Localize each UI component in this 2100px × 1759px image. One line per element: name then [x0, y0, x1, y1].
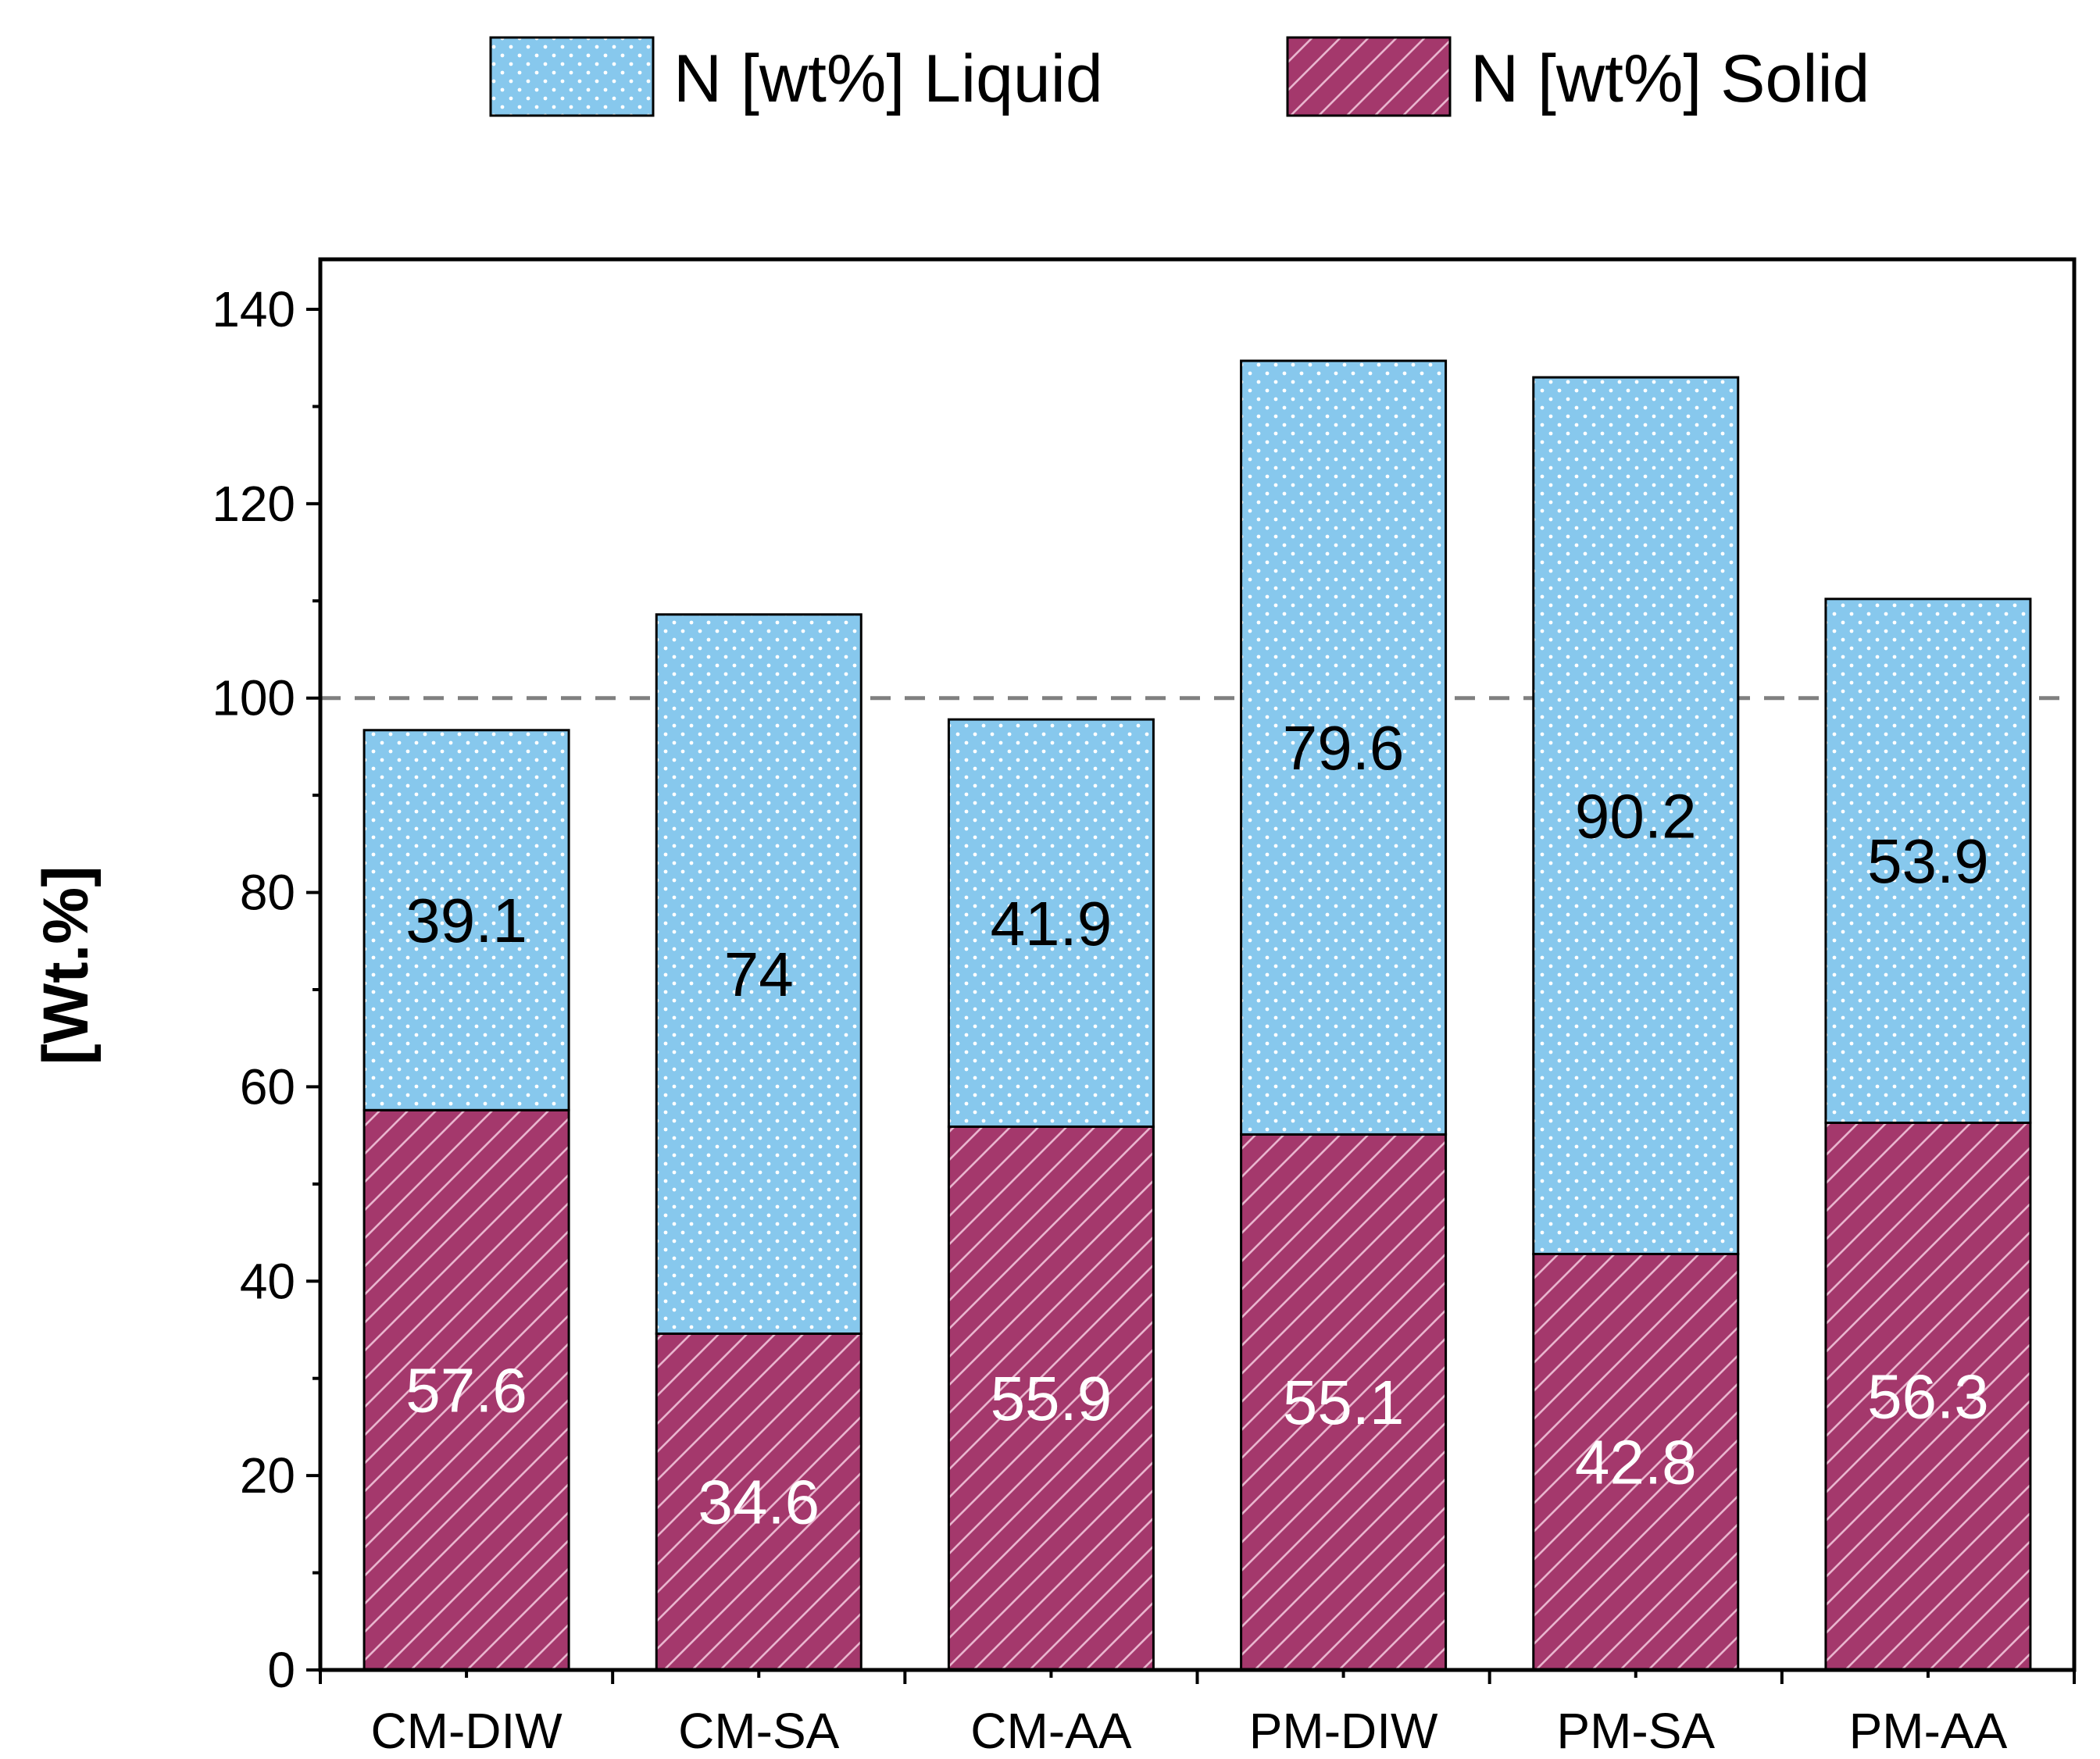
legend-swatch-liquid: [489, 36, 655, 117]
data-label-liquid-cm-sa: 74: [724, 940, 794, 1009]
data-label-liquid-cm-aa: 41.9: [991, 889, 1112, 958]
bar-liquid-cm-diw: [362, 729, 570, 1111]
data-label-solid-cm-sa: 34.6: [698, 1468, 820, 1537]
bars-layer: [362, 359, 2032, 1672]
y-tick-label: 100: [212, 670, 295, 726]
data-label-liquid-cm-diw: 39.1: [405, 886, 527, 955]
y-tick-label: 40: [240, 1253, 295, 1309]
bar-labels-layer: 57.6 39.1 34.6 74 55.9 41.9 55.1 79.6 42.8 90.2 56…: [405, 713, 1989, 1537]
legend-label-liquid: N [wt%] Liquid: [673, 41, 1103, 116]
bar-solid-cm-aa: [947, 1125, 1155, 1672]
y-tick-label: 20: [240, 1447, 295, 1504]
legend: N [wt%] Liquid N [wt%] Solid: [489, 36, 1870, 117]
y-axis-title: [Wt.%]: [30, 865, 102, 1065]
bar-solid-pm-aa: [1824, 1121, 2032, 1672]
x-tick-label: CM-SA: [678, 1703, 840, 1759]
x-tick-label: PM-AA: [1849, 1703, 2008, 1759]
axes-layer: CM-DIW CM-SA CM-AA PM-DIW PM-SA PM-AA 0 20 40 60 8…: [212, 257, 2077, 1759]
bar-liquid-pm-diw: [1240, 359, 1448, 1136]
bar-liquid-cm-aa: [947, 718, 1155, 1128]
y-tick-label: 120: [212, 476, 295, 532]
legend-swatch-solid: [1286, 36, 1452, 117]
x-tick-label: PM-DIW: [1249, 1703, 1438, 1759]
bar-liquid-pm-aa: [1824, 598, 2032, 1124]
x-tick-label: PM-SA: [1556, 1703, 1715, 1759]
plot-frame: [318, 257, 2077, 1672]
x-tick-label: CM-DIW: [370, 1703, 562, 1759]
y-tick-label: 80: [240, 865, 295, 921]
y-tick-label: 140: [212, 281, 295, 337]
bar-solid-pm-sa: [1532, 1252, 1740, 1672]
data-label-solid-pm-sa: 42.8: [1575, 1428, 1697, 1497]
y-tick-label: 0: [267, 1642, 295, 1698]
bar-liquid-pm-sa: [1532, 376, 1740, 1255]
legend-label-solid: N [wt%] Solid: [1470, 41, 1870, 116]
data-label-liquid-pm-aa: 53.9: [1867, 826, 1989, 896]
data-label-solid-pm-diw: 55.1: [1283, 1368, 1405, 1437]
y-tick-label: 60: [240, 1058, 295, 1115]
bar-solid-pm-diw: [1240, 1133, 1448, 1672]
data-label-solid-cm-aa: 55.9: [991, 1364, 1112, 1433]
data-label-solid-cm-diw: 57.6: [405, 1356, 527, 1425]
data-label-liquid-pm-sa: 90.2: [1575, 781, 1697, 851]
bar-liquid-cm-sa: [655, 613, 862, 1335]
x-tick-label: CM-AA: [970, 1703, 1132, 1759]
data-label-solid-pm-aa: 56.3: [1867, 1362, 1989, 1432]
data-label-liquid-pm-diw: 79.6: [1283, 713, 1405, 783]
